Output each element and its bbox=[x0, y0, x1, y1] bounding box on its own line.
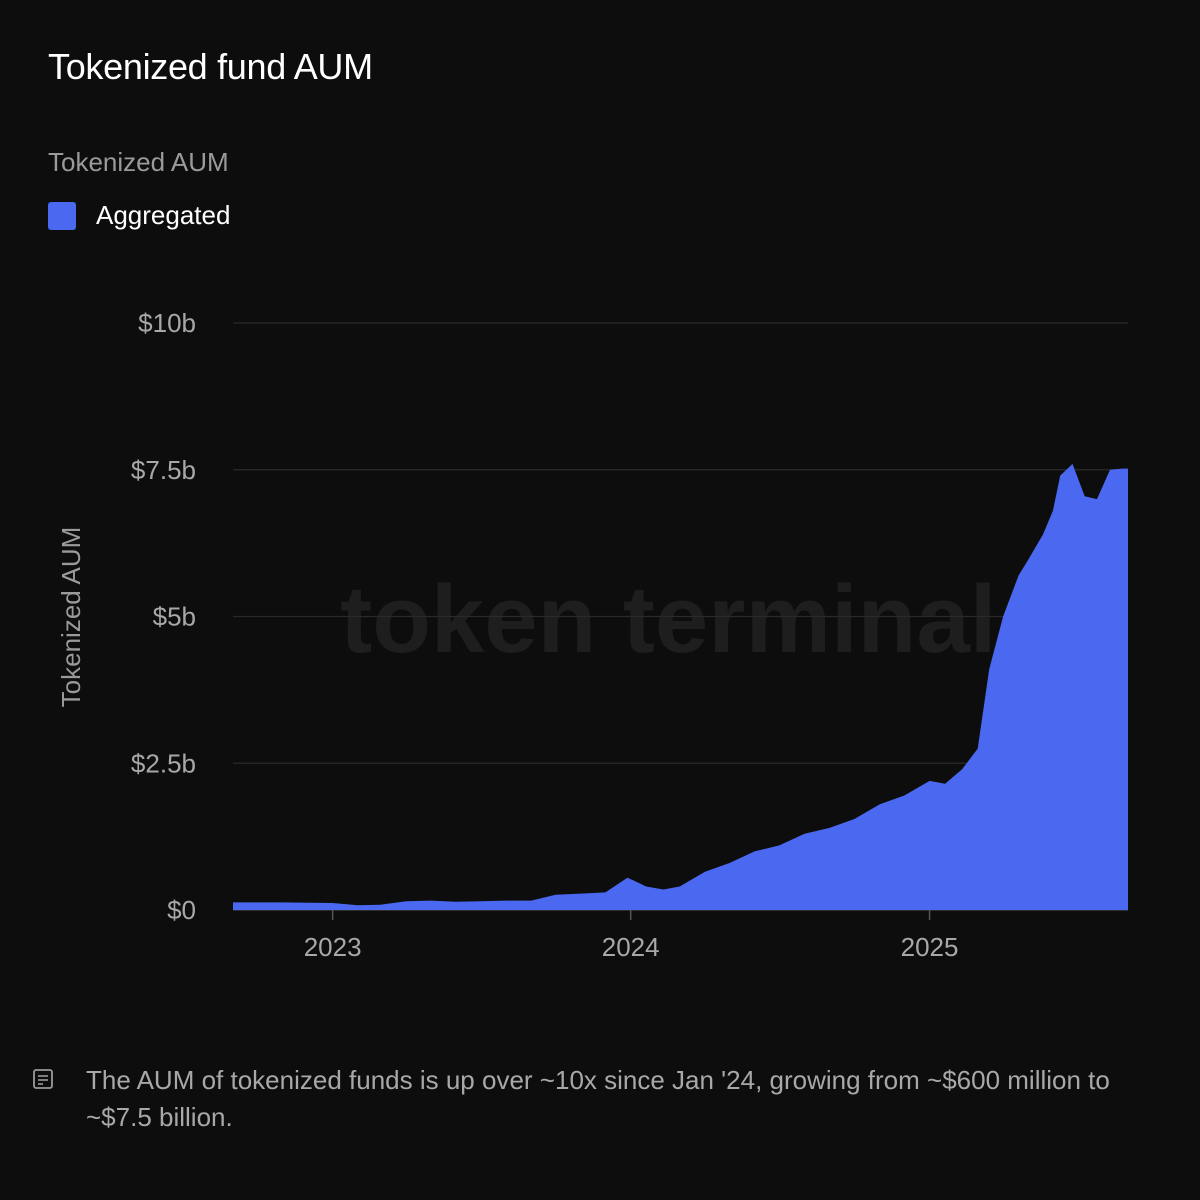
note-icon bbox=[33, 1069, 53, 1089]
series-layer[interactable] bbox=[233, 463, 1128, 910]
x-tick-label: 2023 bbox=[304, 932, 362, 962]
watermark-text: token terminal_ bbox=[340, 566, 1051, 673]
x-tick-label: 2025 bbox=[901, 932, 959, 962]
chart-note: The AUM of tokenized funds is up over ~1… bbox=[32, 1062, 1146, 1136]
legend-title: Tokenized AUM bbox=[48, 147, 229, 177]
y-tick-label: $7.5b bbox=[131, 455, 196, 485]
y-tick-label: $2.5b bbox=[131, 748, 196, 778]
legend-swatch-aggregated bbox=[48, 201, 76, 230]
y-axis-ticks: $0 $2.5b $5b $7.5b $10b bbox=[131, 308, 196, 925]
legend-label-aggregated: Aggregated bbox=[96, 200, 231, 230]
x-tick-label: 2024 bbox=[602, 932, 660, 962]
x-axis-ticks: 2023 2024 2025 bbox=[304, 910, 959, 962]
chart-title: Tokenized fund AUM bbox=[48, 46, 373, 87]
y-tick-label: $5b bbox=[153, 602, 196, 632]
y-axis-label: Tokenized AUM bbox=[56, 527, 86, 708]
area-series-aggregated[interactable] bbox=[233, 463, 1128, 910]
legend[interactable]: Aggregated bbox=[48, 200, 230, 231]
area-chart: token terminal_ $0 $2.5b $5b $7.5b $10b 2023… bbox=[56, 308, 1128, 962]
y-tick-label: $10b bbox=[138, 308, 196, 338]
y-tick-label: $0 bbox=[167, 895, 196, 925]
note-text: The AUM of tokenized funds is up over ~1… bbox=[86, 1065, 1110, 1132]
